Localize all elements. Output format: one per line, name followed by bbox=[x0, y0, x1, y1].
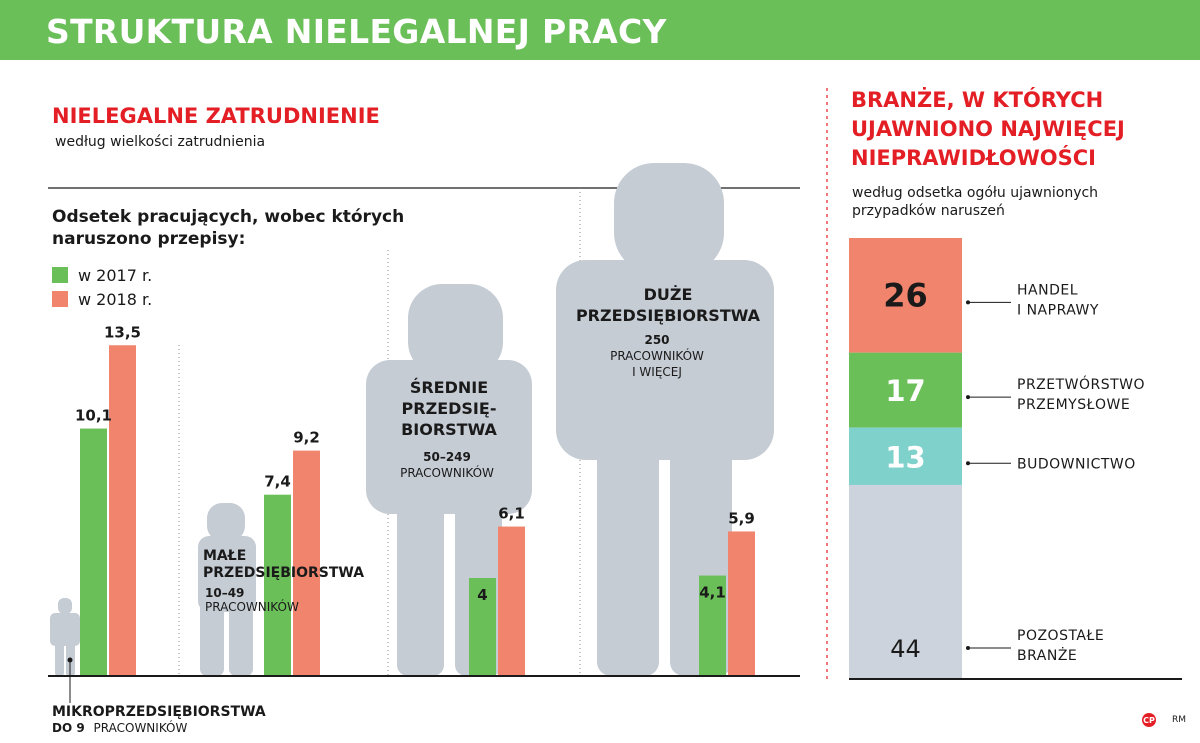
segment-label-handel-1: HANDEL bbox=[1017, 282, 1078, 298]
bar-micro-2017 bbox=[80, 428, 107, 676]
bar-micro-2018 bbox=[109, 345, 136, 676]
medium-size: 50–249 bbox=[423, 450, 471, 464]
right-subheading: według odsetka ogółu ujawnionych przypad… bbox=[852, 184, 1098, 220]
value-labels-layer: 10,1 7,4 4 4,1 13,5 9,2 6,1 5,9 bbox=[75, 323, 755, 604]
left-subheading: według wielkości zatrudnienia bbox=[55, 134, 266, 150]
employment-bar-chart: 10,1 7,4 4 4,1 13,5 9,2 6,1 5,9 MIKROPRZEDSIĘBI… bbox=[48, 163, 800, 735]
silhouette-medium bbox=[366, 284, 532, 676]
right-heading: BRANŻE, W KTÓRYCH UJAWNIONO NAJWIĘCEJ NI… bbox=[851, 86, 1125, 173]
question-line-1: Odsetek pracujących, wobec których bbox=[52, 207, 405, 227]
large-unit-1: PRACOWNIKÓW bbox=[610, 348, 704, 363]
micro-unit: PRACOWNIKÓW bbox=[94, 720, 188, 735]
title-banner bbox=[0, 0, 1200, 60]
large-unit-2: I WIĘCEJ bbox=[632, 365, 682, 379]
segment-label-przetworstwo-2: PRZEMYSŁOWE bbox=[1017, 397, 1130, 413]
legend-label-2018: w 2018 r. bbox=[78, 289, 153, 309]
right-heading-line-2: UJAWNIONO NAJWIĘCEJ bbox=[851, 117, 1125, 141]
medium-name-3: BIORSTWA bbox=[401, 420, 497, 439]
left-heading: NIELEGALNE ZATRUDNIENIE bbox=[52, 104, 380, 128]
question-line-2: naruszono przepisy: bbox=[52, 229, 246, 249]
segment-label-przetworstwo-1: PRZETWÓRSTWO bbox=[1017, 375, 1145, 393]
large-name-1: DUŻE bbox=[644, 285, 693, 304]
segment-value-przetworstwo: 17 bbox=[885, 374, 925, 408]
small-size: 10–49 bbox=[205, 586, 244, 600]
micro-name: MIKROPRZEDSIĘBIORSTWA bbox=[52, 704, 266, 720]
small-unit: PRACOWNIKÓW bbox=[205, 599, 299, 614]
bar-medium-2017 bbox=[469, 578, 496, 676]
micro-size: DO 9 bbox=[52, 721, 85, 735]
right-heading-line-1: BRANŻE, W KTÓRYCH bbox=[851, 88, 1104, 112]
svg-text:DO 9 PRACOWNIKÓW: DO 9 PRACOWNIKÓW bbox=[52, 720, 187, 735]
segment-przetworstwo bbox=[849, 352, 962, 428]
author-credit: RM bbox=[1172, 715, 1187, 725]
legend-swatch-2018 bbox=[52, 291, 68, 307]
industry-stacked-bar: 26 HANDEL I NAPRAWY 17 PRZETWÓRSTWO PRZEMYSŁO… bbox=[849, 238, 1182, 680]
bars-layer bbox=[80, 345, 755, 676]
segment-label-pozostale-1: POZOSTAŁE bbox=[1017, 628, 1104, 644]
silhouette-large bbox=[556, 163, 774, 676]
category-label-medium: ŚREDNIE PRZEDSIĘ- BIORSTWA 50–249 PRACOW… bbox=[400, 378, 497, 480]
value-label-large-2018: 5,9 bbox=[728, 509, 755, 527]
segment-label-budownictwo-1: BUDOWNICTWO bbox=[1017, 456, 1136, 472]
large-size: 250 bbox=[644, 333, 669, 347]
value-label-small-2017: 7,4 bbox=[264, 473, 291, 491]
bar-large-2017 bbox=[699, 575, 726, 676]
segment-label-pozostale-2: BRANŻE bbox=[1017, 646, 1077, 664]
large-name-2: PRZEDSIĘBIORSTWA bbox=[576, 306, 761, 325]
right-divider bbox=[826, 88, 828, 680]
silhouette-small bbox=[198, 503, 256, 676]
legend-label-2017: w 2017 r. bbox=[78, 265, 153, 285]
bar-small-2018 bbox=[293, 450, 320, 676]
chart-question: Odsetek pracujących, wobec których narus… bbox=[52, 206, 404, 250]
right-subheading-line-2: przypadków naruszeń bbox=[852, 203, 1005, 219]
right-subheading-line-1: według odsetka ogółu ujawnionych bbox=[852, 185, 1099, 201]
category-label-micro: MIKROPRZEDSIĘBIORSTWA DO 9 PRACOWNIKÓW bbox=[52, 704, 266, 735]
segment-label-handel-2: I NAPRAWY bbox=[1017, 302, 1099, 318]
credits: CP RM bbox=[1142, 713, 1186, 727]
legend-swatch-2017 bbox=[52, 267, 68, 283]
value-label-large-2017: 4,1 bbox=[699, 584, 726, 602]
segment-budownictwo bbox=[849, 427, 962, 485]
bar-large-2018 bbox=[728, 531, 755, 676]
publisher-logo: CP bbox=[1142, 713, 1156, 727]
segment-handel bbox=[849, 238, 962, 353]
silhouette-micro bbox=[50, 598, 80, 676]
micro-pointer-dot bbox=[67, 657, 73, 663]
stack-layer: 26 HANDEL I NAPRAWY 17 PRZETWÓRSTWO PRZEMYSŁO… bbox=[849, 238, 1145, 679]
category-label-small: MAŁE PRZEDSIĘBIORSTWA 10–49 PRACOWNIKÓW bbox=[203, 548, 364, 614]
medium-name-2: PRZEDSIĘ- bbox=[402, 399, 497, 418]
small-name-2: PRZEDSIĘBIORSTWA bbox=[203, 565, 364, 581]
value-label-micro-2017: 10,1 bbox=[75, 407, 112, 425]
bar-small-2017 bbox=[264, 494, 291, 676]
value-label-small-2018: 9,2 bbox=[293, 429, 320, 447]
segment-value-pozostale: 44 bbox=[890, 635, 921, 663]
page-title: STRUKTURA NIELEGALNEJ PRACY bbox=[46, 12, 667, 51]
medium-name-1: ŚREDNIE bbox=[410, 378, 488, 397]
legend-item-2018: w 2018 r. bbox=[52, 287, 152, 311]
segment-pozostale bbox=[849, 484, 962, 679]
right-heading-line-3: NIEPRAWIDŁOWOŚCI bbox=[851, 146, 1096, 170]
value-label-medium-2017: 4 bbox=[477, 586, 487, 604]
segment-value-budownictwo: 13 bbox=[885, 440, 925, 474]
value-label-medium-2018: 6,1 bbox=[498, 505, 525, 523]
legend: w 2017 r. w 2018 r. bbox=[52, 263, 152, 311]
legend-item-2017: w 2017 r. bbox=[52, 263, 152, 287]
bar-medium-2018 bbox=[498, 526, 525, 676]
category-label-large: DUŻE PRZEDSIĘBIORSTWA 250 PRACOWNIKÓW I … bbox=[576, 285, 761, 379]
small-name-1: MAŁE bbox=[203, 548, 246, 564]
medium-unit: PRACOWNIKÓW bbox=[400, 465, 494, 480]
value-label-micro-2018: 13,5 bbox=[104, 323, 141, 341]
segment-value-handel: 26 bbox=[883, 276, 928, 314]
